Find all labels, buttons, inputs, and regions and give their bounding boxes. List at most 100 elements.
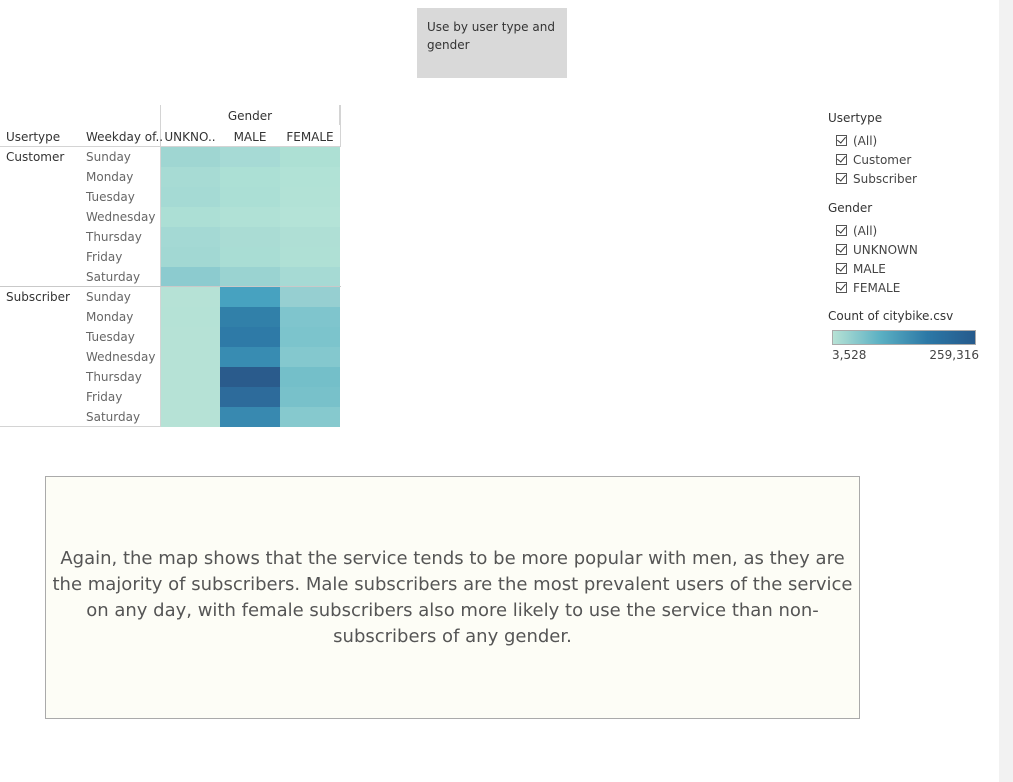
checkmark-icon	[837, 172, 846, 182]
gender-filter-option[interactable]: UNKNOWN	[828, 240, 988, 259]
weekday-label[interactable]: Monday	[86, 170, 134, 184]
checkmark-icon	[837, 281, 846, 291]
heatmap-cell-female[interactable]	[280, 347, 340, 367]
usertype-label-subscriber[interactable]: Subscriber	[6, 290, 70, 304]
heatmap-cell-male[interactable]	[220, 147, 280, 167]
heatmap-cell-female[interactable]	[280, 407, 340, 427]
gender-header-female[interactable]: FEMALE	[286, 130, 334, 144]
rowhead-divider	[160, 147, 161, 427]
usertype-filter-option[interactable]: Subscriber	[828, 169, 988, 188]
heatmap-cell-female[interactable]	[280, 227, 340, 247]
color-ramp-labels: 3,528 259,316	[832, 348, 979, 362]
heatmap-cell-male[interactable]	[220, 227, 280, 247]
heatmap-cell-female[interactable]	[280, 167, 340, 187]
usertype-filter-option[interactable]: (All)	[828, 131, 988, 150]
right-scroll-strip[interactable]	[999, 0, 1013, 782]
weekday-label[interactable]: Wednesday	[86, 350, 156, 364]
checkbox-icon[interactable]	[836, 172, 847, 184]
checkbox-icon[interactable]	[836, 262, 847, 274]
usertype-filter-option-label: Subscriber	[853, 171, 917, 186]
heatmap-cell-unknown[interactable]	[160, 267, 220, 287]
checkmark-icon	[837, 224, 846, 234]
checkbox-icon[interactable]	[836, 281, 847, 293]
weekday-label[interactable]: Tuesday	[86, 190, 135, 204]
heatmap-cell-unknown[interactable]	[160, 307, 220, 327]
heatmap-cell-male[interactable]	[220, 187, 280, 207]
text-note-content: Again, the map shows that the service te…	[52, 547, 853, 647]
usertype-filter-option[interactable]: Customer	[828, 150, 988, 169]
heatmap-cell-male[interactable]	[220, 327, 280, 347]
heatmap-cell-female[interactable]	[280, 327, 340, 347]
table-bottom-line	[0, 426, 161, 427]
weekday-label[interactable]: Thursday	[86, 230, 142, 244]
weekday-column-header[interactable]: Weekday of..	[86, 130, 164, 144]
heatmap-cell-unknown[interactable]	[160, 167, 220, 187]
legend-panel: Usertype (All) Customer Subscriber Gender …	[828, 110, 988, 362]
checkbox-icon[interactable]	[836, 243, 847, 255]
heatmap-cell-male[interactable]	[220, 267, 280, 287]
gender-header-unknown[interactable]: UNKNO..	[164, 130, 216, 144]
heatmap-cell-male[interactable]	[220, 367, 280, 387]
heatmap-cell-female[interactable]	[280, 387, 340, 407]
gender-filter-title: Gender	[828, 201, 873, 215]
usertype-label-customer[interactable]: Customer	[6, 150, 65, 164]
gender-filter-option-label: (All)	[853, 223, 878, 238]
heatmap-cell-male[interactable]	[220, 407, 280, 427]
header-divider-right	[340, 105, 341, 147]
heatmap-cell-female[interactable]	[280, 147, 340, 167]
heatmap-cell-unknown[interactable]	[160, 287, 220, 307]
heatmap-cell-unknown[interactable]	[160, 387, 220, 407]
heatmap-cell-unknown[interactable]	[160, 227, 220, 247]
gender-filter-option[interactable]: (All)	[828, 221, 988, 240]
color-ramp-max: 259,316	[929, 348, 979, 362]
heatmap-cell-female[interactable]	[280, 307, 340, 327]
checkmark-icon	[837, 134, 846, 144]
weekday-label[interactable]: Friday	[86, 250, 123, 264]
weekday-label[interactable]: Saturday	[86, 410, 141, 424]
gender-filter-option[interactable]: MALE	[828, 259, 988, 278]
usertype-filter-title: Usertype	[828, 111, 883, 125]
heatmap-cell-unknown[interactable]	[160, 247, 220, 267]
heatmap-cell-female[interactable]	[280, 247, 340, 267]
usertype-column-header[interactable]: Usertype	[6, 130, 61, 144]
heatmap-cell-unknown[interactable]	[160, 147, 220, 167]
heatmap-cell-unknown[interactable]	[160, 367, 220, 387]
heatmap-cell-unknown[interactable]	[160, 347, 220, 367]
color-ramp	[832, 330, 976, 345]
weekday-label[interactable]: Tuesday	[86, 330, 135, 344]
checkbox-icon[interactable]	[836, 153, 847, 165]
weekday-label[interactable]: Wednesday	[86, 210, 156, 224]
gender-header-male[interactable]: MALE	[233, 130, 267, 144]
heatmap-table: Gender Usertype Weekday of.. UNKNO.. MAL…	[0, 105, 345, 430]
heatmap-cell-male[interactable]	[220, 347, 280, 367]
heatmap-cell-unknown[interactable]	[160, 187, 220, 207]
heatmap-cell-female[interactable]	[280, 267, 340, 287]
heatmap-cell-female[interactable]	[280, 287, 340, 307]
heatmap-cell-male[interactable]	[220, 167, 280, 187]
weekday-label[interactable]: Monday	[86, 310, 134, 324]
usertype-filter-option-label: Customer	[853, 152, 912, 167]
heatmap-cell-female[interactable]	[280, 207, 340, 227]
weekday-label[interactable]: Sunday	[86, 150, 131, 164]
checkmark-icon	[837, 153, 846, 163]
gender-column-header[interactable]: Gender	[160, 105, 340, 125]
checkmark-icon	[837, 243, 846, 253]
heatmap-cell-male[interactable]	[220, 307, 280, 327]
heatmap-cell-unknown[interactable]	[160, 327, 220, 347]
heatmap-cell-unknown[interactable]	[160, 407, 220, 427]
heatmap-cell-male[interactable]	[220, 247, 280, 267]
weekday-label[interactable]: Thursday	[86, 370, 142, 384]
weekday-label[interactable]: Sunday	[86, 290, 131, 304]
heatmap-cell-male[interactable]	[220, 207, 280, 227]
heatmap-cell-male[interactable]	[220, 287, 280, 307]
heatmap-cell-female[interactable]	[280, 187, 340, 207]
heatmap-cell-female[interactable]	[280, 367, 340, 387]
weekday-label[interactable]: Friday	[86, 390, 123, 404]
heatmap-cell-unknown[interactable]	[160, 207, 220, 227]
checkbox-icon[interactable]	[836, 134, 847, 146]
heatmap-cell-male[interactable]	[220, 387, 280, 407]
checkbox-icon[interactable]	[836, 224, 847, 236]
gender-filter-option[interactable]: FEMALE	[828, 278, 988, 297]
gender-filter-option-label: MALE	[853, 261, 886, 276]
weekday-label[interactable]: Saturday	[86, 270, 141, 284]
